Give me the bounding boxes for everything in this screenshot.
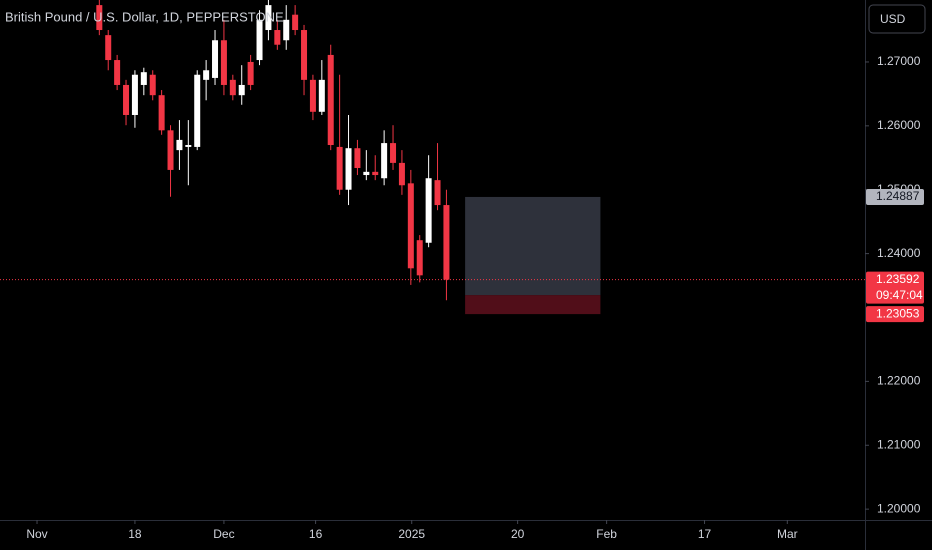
x-tick-label: Nov bbox=[26, 527, 47, 541]
candle-body bbox=[256, 19, 263, 61]
candle-body bbox=[158, 95, 165, 131]
candle-body bbox=[220, 40, 227, 85]
x-tick-label: Dec bbox=[213, 527, 234, 541]
candle-body bbox=[238, 84, 245, 96]
y-tick-label: 1.21000 bbox=[877, 437, 921, 451]
candle-body bbox=[407, 183, 414, 269]
candle-body bbox=[318, 79, 325, 112]
candle-body bbox=[425, 178, 432, 243]
axes: 1.270001.260001.250001.240001.220001.210… bbox=[26, 54, 924, 541]
candle-body bbox=[212, 40, 219, 78]
candle-body bbox=[203, 70, 210, 80]
y-tick-label: 1.22000 bbox=[877, 374, 921, 388]
candle-body bbox=[327, 54, 334, 146]
y-tick-label: 1.24000 bbox=[877, 246, 921, 260]
x-tick-label: 18 bbox=[128, 527, 142, 541]
x-tick-label: Feb bbox=[596, 527, 617, 541]
candle-body bbox=[336, 146, 343, 190]
candle-body bbox=[274, 30, 281, 45]
x-tick-label: Mar bbox=[777, 527, 798, 541]
x-tick-label: 16 bbox=[309, 527, 323, 541]
candle-body bbox=[185, 145, 192, 147]
currency-label[interactable]: USD bbox=[880, 12, 906, 26]
candle-body bbox=[398, 162, 405, 186]
plot-area bbox=[0, 0, 865, 315]
candle-body bbox=[309, 79, 316, 112]
candle-body bbox=[434, 180, 441, 206]
candle-body bbox=[372, 171, 379, 176]
candle-body bbox=[301, 30, 308, 80]
candle-body bbox=[345, 148, 352, 190]
price-label: 1.23053 bbox=[876, 306, 920, 320]
position-stop-zone bbox=[465, 295, 601, 315]
y-tick-label: 1.20000 bbox=[877, 501, 921, 515]
candle-body bbox=[194, 74, 201, 147]
x-tick-label: 20 bbox=[511, 527, 525, 541]
candle-body bbox=[354, 148, 361, 169]
candle-body bbox=[131, 74, 138, 115]
candle-body bbox=[247, 61, 254, 85]
candle-body bbox=[96, 5, 103, 31]
candle-body bbox=[123, 84, 130, 115]
price-label-bg bbox=[866, 271, 924, 304]
candle-body bbox=[176, 139, 183, 151]
price-label-bg bbox=[866, 306, 924, 323]
price-countdown: 09:47:04 bbox=[876, 288, 923, 302]
candle-body bbox=[105, 35, 112, 61]
candle-body bbox=[292, 14, 299, 31]
candle-body bbox=[149, 74, 156, 96]
chart-title: British Pound / U.S. Dollar, 1D, PEPPERS… bbox=[5, 9, 284, 24]
candle-body bbox=[229, 79, 236, 96]
y-tick-label: 1.26000 bbox=[877, 118, 921, 132]
candle-body bbox=[363, 171, 370, 176]
x-tick-label: 2025 bbox=[398, 527, 425, 541]
price-label: 1.23592 bbox=[876, 272, 920, 286]
candle-body bbox=[265, 5, 272, 31]
position-target-zone bbox=[465, 196, 601, 296]
price-label-bg bbox=[866, 188, 924, 205]
candle-body bbox=[416, 240, 423, 276]
candle-body bbox=[381, 143, 388, 179]
currency-button[interactable] bbox=[868, 4, 926, 34]
y-tick-label: 1.27000 bbox=[877, 54, 921, 68]
candle-body bbox=[390, 143, 397, 163]
candle-body bbox=[114, 60, 121, 85]
price-label: 1.24887 bbox=[876, 189, 920, 203]
candle-body bbox=[443, 205, 450, 280]
candle-body bbox=[283, 19, 290, 41]
x-tick-label: 17 bbox=[698, 527, 712, 541]
candle-body bbox=[167, 130, 174, 170]
candle-body bbox=[140, 72, 147, 85]
